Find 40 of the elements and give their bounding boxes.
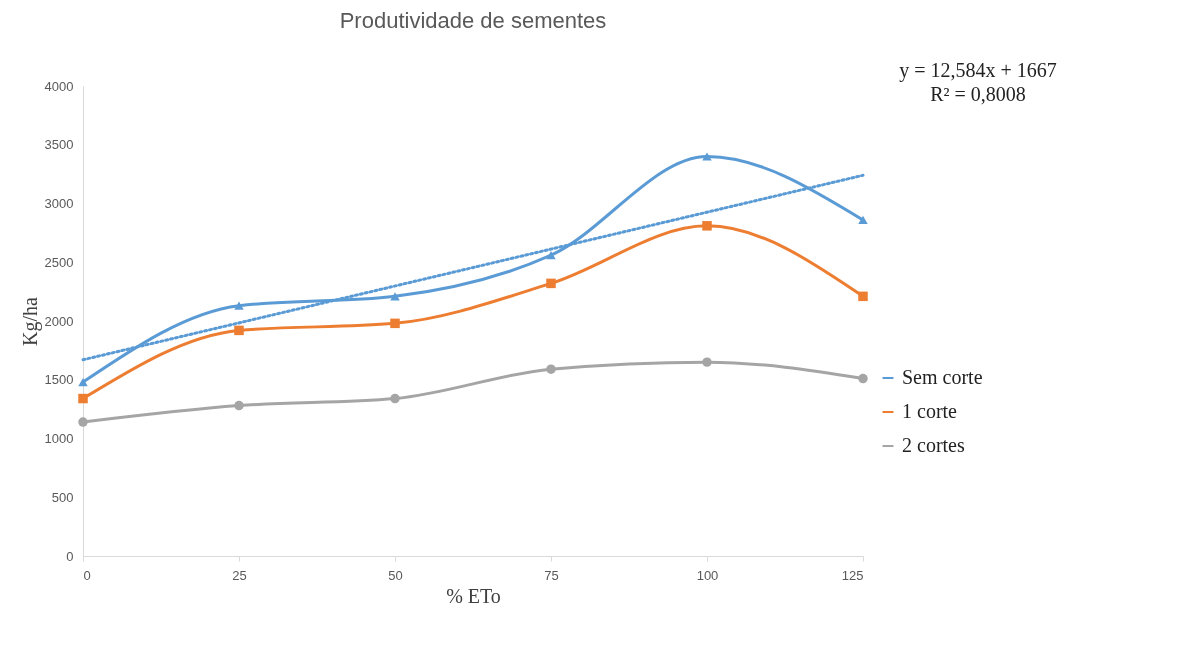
text: R² = 0,8008	[930, 83, 1026, 105]
x-tick-label: 125	[841, 567, 864, 583]
x-tick-label: 50	[388, 567, 403, 583]
legend-label: 2 cortes	[902, 434, 965, 456]
point	[546, 251, 556, 260]
y-tick-label: 3000	[44, 196, 74, 211]
y-axis-title: Kg/ha	[18, 296, 42, 346]
x-tick-label: 25	[232, 567, 247, 583]
point	[858, 291, 868, 302]
point	[546, 364, 556, 374]
x-tick-label: 0	[83, 567, 91, 583]
text: y = 12,584x + 1667	[899, 59, 1057, 82]
y-tick-label: 3500	[44, 137, 74, 153]
point	[390, 393, 400, 404]
x-tick-label: 75	[544, 567, 559, 583]
chart-title: Produtividade de sementes	[339, 8, 607, 33]
x-tick-label: 100	[696, 567, 719, 583]
point	[858, 373, 868, 384]
point	[702, 221, 712, 231]
y-tick-label: 2500	[44, 254, 74, 270]
point	[78, 417, 88, 427]
x-axis-title: % ETo	[446, 584, 501, 607]
point	[78, 393, 88, 404]
point	[78, 377, 88, 387]
y-tick-label: 4000	[44, 78, 74, 94]
point	[858, 215, 868, 225]
y-tick-label: 2000	[44, 313, 74, 329]
point	[390, 318, 400, 329]
point	[702, 357, 712, 367]
point	[702, 152, 712, 161]
y-tick-label: 500	[51, 489, 74, 505]
y-tick-label: 1500	[44, 372, 74, 388]
point	[546, 278, 556, 289]
point	[234, 325, 244, 336]
legend-label: 1 corte	[902, 400, 958, 422]
point	[234, 301, 244, 310]
y-tick-label: 1000	[44, 431, 74, 446]
y-tick-label: 0	[66, 548, 74, 564]
legend-label: Sem corte	[902, 366, 983, 388]
point	[234, 400, 244, 411]
